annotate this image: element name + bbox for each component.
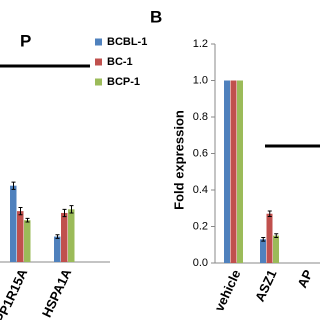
error-bar [55,234,60,239]
y-axis-title: Fold expression [171,110,186,210]
error-bar [11,181,16,190]
panel-title: P [20,31,31,50]
bar [61,212,68,262]
error-bar [18,207,23,216]
y-tick-label: 0.6 [193,147,208,159]
bar [237,80,243,263]
bar [230,80,237,263]
bar [17,211,24,262]
y-tick-label: 1.0 [193,74,208,86]
y-tick-label: 1.2 [193,38,208,50]
bar [273,235,279,263]
y-tick-label: 0.8 [193,111,208,123]
bar [266,213,273,263]
error-bar [62,208,67,218]
bar [54,236,61,262]
y-tick-label: 0.4 [193,184,208,196]
bar [260,239,266,263]
legend-swatch [95,58,102,66]
legend-swatch [95,78,102,86]
panel-title: B [150,7,162,26]
legend-label: BCP-1 [107,76,140,88]
error-bar [274,233,279,238]
x-tick-label: AP [294,267,315,290]
error-bar [267,210,272,217]
bar [10,185,17,262]
bar [68,209,75,262]
bar [24,220,31,262]
bar [224,80,230,263]
error-bar [25,217,30,223]
y-tick-label: 0.0 [193,257,208,269]
legend-swatch [95,38,102,46]
legend-label: BCBL-1 [107,36,147,48]
error-bar [69,205,74,214]
y-tick-label: 0.2 [193,220,208,232]
error-bar [261,236,266,242]
legend-label: BC-1 [107,56,133,68]
